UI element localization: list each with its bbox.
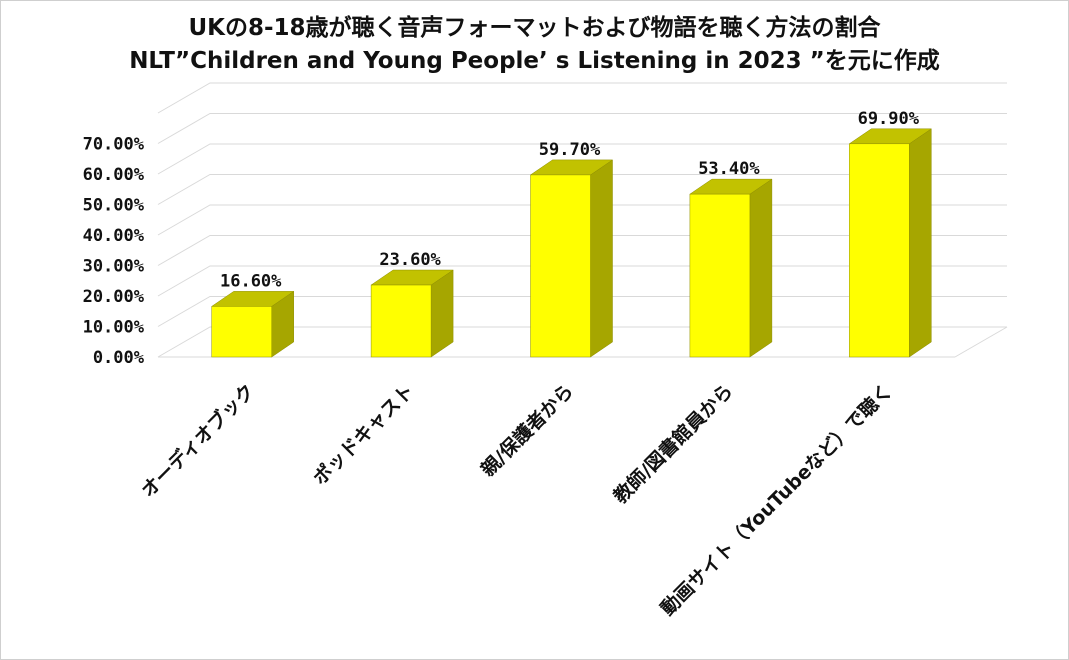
data-label: 16.60% [220, 271, 282, 291]
bar [529, 159, 614, 358]
data-label: 53.40% [698, 159, 760, 179]
bar-front [849, 143, 910, 358]
category-label: ポッドキャスト [308, 379, 418, 489]
category-label: 親/保護者から [476, 379, 578, 481]
data-label: 23.60% [379, 250, 441, 270]
category-label: 教師/図書館員から [609, 379, 738, 508]
bar-front [211, 306, 272, 358]
floor-side-edge [954, 326, 1008, 358]
chart-title: UKの8-18歳が聴く音声フォーマットおよび物語を聴く方法の割合 [188, 15, 881, 41]
bar-side [909, 128, 932, 358]
y-tick-label: 70.00% [83, 135, 145, 155]
bars [210, 128, 933, 358]
y-tick-label: 60.00% [83, 165, 145, 185]
gridline [157, 113, 1007, 144]
chart-subtitle: NLT”Children and Young People’ s Listeni… [129, 48, 940, 74]
data-label: 69.90% [858, 109, 920, 129]
data-labels: 16.60% 23.60% 59.70% 53.40% 69.90% [220, 109, 920, 292]
bar [370, 269, 454, 358]
x-axis-categories: オーディオブック ポッドキャスト 親/保護者から 教師/図書館員から動画サイト（You… [136, 379, 896, 620]
category-label: オーディオブック [136, 379, 259, 502]
gridline [157, 143, 1007, 175]
y-axis-ticks: 0.00% 10.00% 20.00% 30.00% 40.00% 50.00% 60.00… [83, 135, 145, 369]
bar [210, 290, 295, 358]
bar-side [749, 178, 773, 358]
y-tick-label: 0.00% [93, 348, 145, 368]
bar [689, 178, 773, 358]
y-tick-label: 30.00% [83, 257, 145, 277]
gridline [157, 82, 1007, 114]
y-tick-label: 20.00% [83, 287, 145, 307]
chart-title-block: UKの8-18歳が聴く音声フォーマットおよび物語を聴く方法の割合 NLT”Chi… [0, 12, 1069, 78]
bar-front [689, 193, 751, 358]
y-tick-label: 40.00% [83, 226, 145, 246]
y-tick-label: 10.00% [83, 318, 145, 338]
data-label: 59.70% [539, 140, 601, 160]
y-tick-label: 50.00% [83, 196, 145, 216]
bar-front [530, 174, 591, 358]
bar [848, 128, 933, 358]
bar-front [370, 284, 432, 358]
bar-side [590, 159, 613, 358]
gridline [157, 174, 1007, 205]
